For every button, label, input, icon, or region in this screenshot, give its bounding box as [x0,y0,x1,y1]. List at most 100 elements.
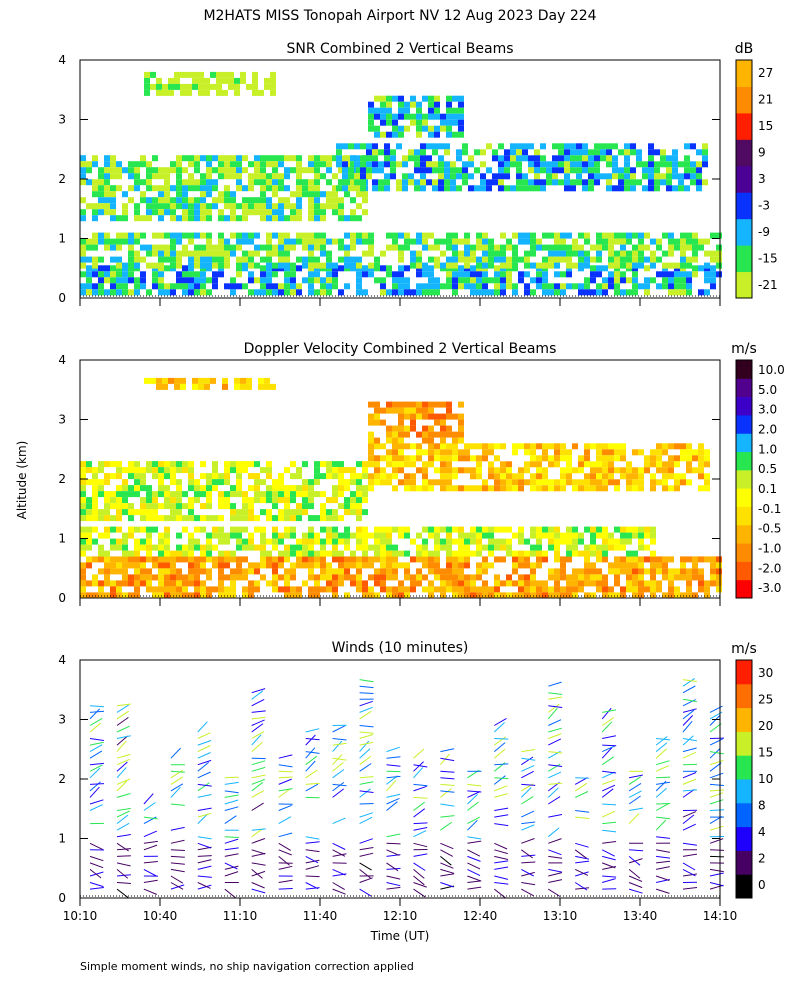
wind-barb [386,875,401,880]
wind-barb [170,776,183,785]
layer-upper-cloud [336,143,708,192]
wind-barb [332,882,345,891]
wind-barb [548,696,563,700]
wind-barb [359,847,374,851]
wind-barb [494,814,509,818]
x-tick-label: 11:40 [303,909,338,923]
wind-barb [548,763,561,772]
wind-barb [197,721,208,733]
layer-low-band [80,232,722,269]
wind-barb [89,738,104,741]
wind-barb [224,865,239,870]
layer-high-wisps [144,377,276,390]
wind-barb [628,858,643,864]
colorbar-swatch [736,579,752,599]
wind-barb [601,788,614,798]
wind-barb [709,751,724,755]
wind-barb [116,780,128,792]
wind-barb [359,852,374,857]
wind-barb [655,819,667,831]
wind-barb [386,801,398,811]
wind-barb [170,875,184,884]
wind-barb [116,704,130,713]
colorbar-label: 27 [758,66,773,80]
wind-barb [709,723,722,733]
wind-barb [494,736,506,746]
wind-barb [116,814,129,824]
wind-barb [440,777,455,780]
wind-barb [305,782,320,785]
wind-barb [116,735,128,746]
wind-barb [682,842,697,846]
wind-barb [467,862,481,870]
wind-barb [413,785,427,792]
wind-barb [413,830,427,838]
wind-barb [656,738,671,741]
wind-barb [386,867,401,870]
layer-mid-cloud [80,155,368,222]
wind-barb [628,882,643,889]
wind-barb [655,760,670,766]
wind-barb [89,717,103,726]
wind-barb [305,769,318,779]
wind-barb [709,772,724,779]
wind-barb [197,836,212,840]
wind-barb [467,868,481,877]
snr-units: dB [735,41,754,57]
wind-barb [197,745,211,753]
wind-barb [332,853,347,857]
winds-plot-area: 0 1 2 3 4 10:10 10:40 11:10 11:40 12:10 12:40 13:10… [58,653,737,923]
wind-barb [413,827,428,831]
wind-barb [89,705,105,708]
wind-barb [89,722,102,733]
wind-barb [601,717,614,726]
wind-barb [656,781,670,785]
wind-barb [197,752,211,759]
velocity-colorbar: -3.0 -2.0 -1.0 -0.5 -0.1 0.1 0.5 1.0 2.0 3.0 5.0 10… [735,359,785,599]
wind-barb [332,769,345,779]
wind-barb [494,823,509,827]
x-tick-label: 12:40 [463,909,498,923]
wind-barb [251,710,266,713]
colorbar-swatch [736,802,752,828]
wind-barb [359,781,374,785]
wind-barb [494,842,508,850]
wind-barb [602,855,616,861]
wind-barb [467,849,481,857]
wind-barb [251,828,264,838]
wind-barb [359,740,370,752]
wind-barb [197,813,209,824]
wind-barb [386,886,401,890]
wind-barb [278,856,290,866]
wind-barb [494,807,509,811]
wind-barb [440,748,455,753]
layer-elevated-patch [368,95,464,138]
wind-barb [251,862,266,866]
colorbar-label: 21 [758,93,773,107]
colorbar-frame [735,659,753,899]
wind-barb [521,765,535,772]
wind-barb [440,803,455,807]
colorbar-swatch [736,433,752,453]
wind-barb [682,685,696,694]
wind-barb [655,866,670,870]
wind-barb [278,879,293,883]
wind-barb [602,803,617,806]
wind-barb [251,716,266,720]
wind-barb [440,849,454,857]
wind-barb [494,738,509,740]
layer-elevated-patch [368,401,464,444]
wind-barb [493,742,506,752]
x-tick-label: 13:10 [543,909,578,923]
wind-barb [143,816,158,820]
wind-barb [359,877,373,883]
wind-barb [709,825,724,831]
wind-barb [116,767,127,779]
wind-barb [197,855,212,857]
wind-barb [682,738,697,742]
wind-barb [682,679,697,682]
wind-barb [467,801,479,811]
wind-barb [89,799,104,805]
wind-barb [359,862,372,871]
wind-barb [440,757,455,762]
